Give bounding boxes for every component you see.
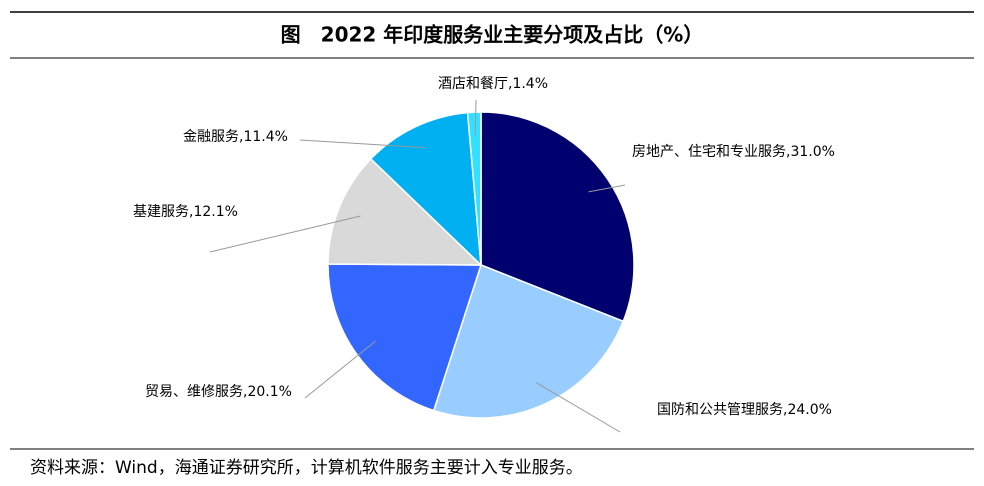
data-label: 酒店和餐厅,1.4% [438,76,548,92]
label-value: 12.1% [193,204,237,220]
label-value: 31.0% [790,144,834,160]
data-label: 国防和公共管理服务,24.0% [657,402,832,418]
label-separator: , [189,204,193,220]
label-value: 1.4% [512,76,548,92]
label-value: 20.1% [247,384,291,400]
label-separator: , [783,402,787,418]
leader-line [588,184,626,193]
pie-slice [327,157,483,266]
label-separator: , [239,129,243,145]
label-category: 贸易、维修服务 [145,384,243,400]
data-label: 房地产、住宅和专业服务,31.0% [632,144,835,160]
leader-line [299,139,425,149]
chart-title: 图 2022 年印度服务业主要分项及占比（%） [281,23,704,47]
leader-line [474,99,477,136]
data-label: 贸易、维修服务,20.1% [145,384,292,400]
pie-slice [432,264,625,419]
pie-slice [480,111,635,323]
label-category: 金融服务 [183,129,239,145]
leader-line [536,382,621,433]
label-category: 基建服务 [133,203,189,220]
source-note: 资料来源：Wind，海通证券研究所，计算机软件服务主要计入专业服务。 [30,458,583,478]
pie-slice [327,263,483,412]
label-separator: , [243,384,247,400]
pie-slice [466,111,482,266]
pie-slice [369,111,482,267]
label-separator: , [786,144,790,160]
leader-line [304,340,376,399]
label-value: 24.0% [787,402,831,418]
leader-line [209,215,361,253]
label-value: 11.4% [243,129,287,145]
label-category: 国防和公共管理服务 [657,402,783,418]
data-label: 金融服务,11.4% [183,129,288,145]
label-category: 酒店和餐厅 [438,76,508,92]
label-separator: , [508,76,512,92]
label-category: 房地产、住宅和专业服务 [632,144,786,160]
data-label: 基建服务,12.1% [133,203,238,220]
